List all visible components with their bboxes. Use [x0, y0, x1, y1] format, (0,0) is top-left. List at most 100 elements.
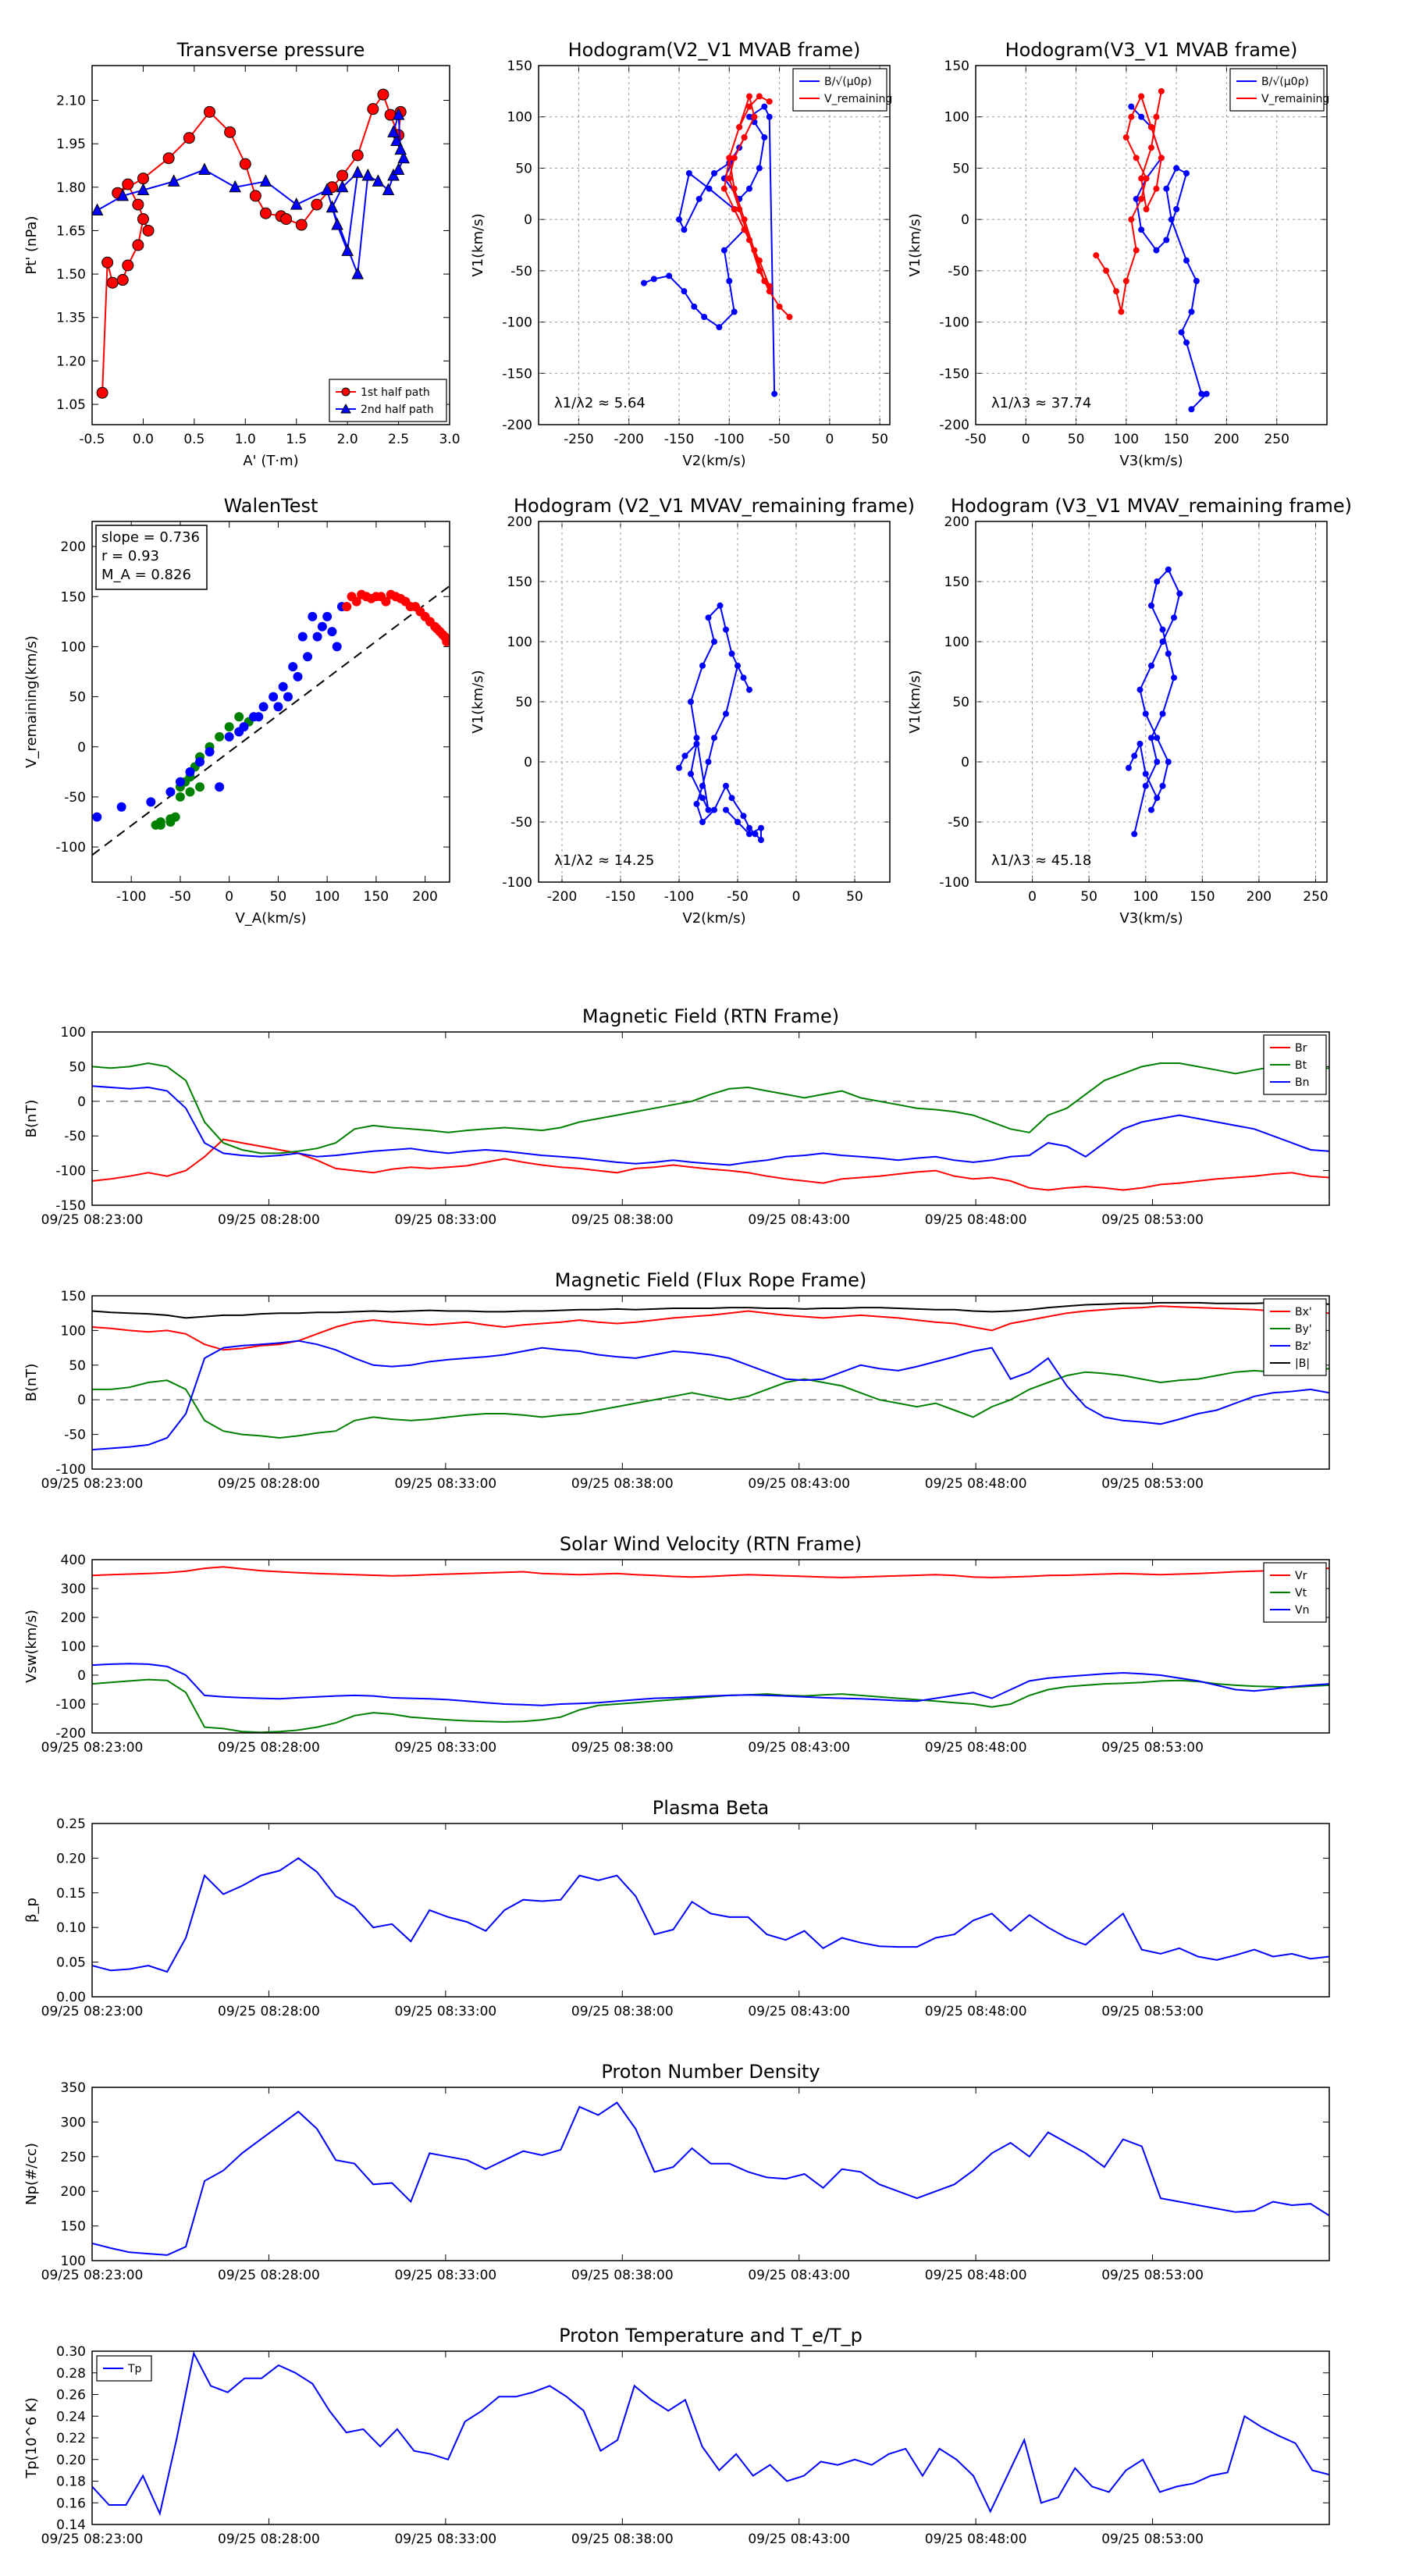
data-point — [726, 278, 733, 284]
data-point — [723, 710, 729, 717]
x-tick-label: 09/25 08:33:00 — [394, 1740, 496, 1756]
x-axis-label: V3(km/s) — [1119, 910, 1183, 927]
data-point — [382, 183, 395, 196]
data-point — [312, 632, 322, 642]
data-point — [1159, 639, 1166, 645]
data-point — [1128, 113, 1135, 120]
legend-label: V_remaining — [1261, 93, 1329, 105]
y-tick-label: 150 — [507, 59, 532, 74]
data-point — [1176, 590, 1183, 597]
chart-title: Proton Number Density — [601, 2061, 820, 2083]
data-point — [1148, 123, 1154, 130]
x-tick-label: -50 — [727, 889, 749, 905]
y-axis-label: V1(km/s) — [907, 213, 923, 276]
y-tick-label: 0.24 — [56, 2409, 86, 2425]
data-point — [322, 611, 333, 621]
legend-label: 2nd half path — [361, 404, 434, 416]
chart-title: Transverse pressure — [176, 39, 365, 61]
data-point — [137, 183, 150, 196]
x-tick-label: 09/25 08:48:00 — [925, 1740, 1027, 1756]
legend-box — [792, 68, 887, 112]
y-axis-label: V1(km/s) — [470, 213, 486, 276]
plot-area — [92, 88, 410, 399]
series-line-1st half path — [101, 92, 402, 393]
data-point — [1188, 406, 1195, 413]
data-point — [766, 283, 773, 290]
x-tick-label: 250 — [1264, 432, 1289, 447]
x-tick-label: 09/25 08:43:00 — [748, 2004, 850, 2019]
legend-label: |B| — [1295, 1357, 1310, 1370]
data-point — [175, 777, 185, 787]
data-point — [1193, 278, 1200, 284]
data-point — [685, 170, 692, 176]
data-point — [351, 149, 364, 162]
hodogram-v2v1-mvav-chart: Hodogram (V2_V1 MVAV_remaining frame) -10… — [470, 495, 915, 927]
data-point — [1118, 308, 1125, 315]
series-line-Tp — [92, 2351, 1329, 2517]
data-point — [1148, 662, 1154, 669]
legend-label: Bt — [1295, 1059, 1307, 1072]
chart-title: Magnetic Field (RTN Frame) — [582, 1005, 839, 1027]
data-point — [351, 266, 365, 279]
data-point — [735, 662, 741, 669]
data-point — [716, 324, 723, 331]
x-tick-label: 09/25 08:43:00 — [748, 1476, 850, 1492]
data-point — [351, 165, 365, 178]
data-point — [342, 602, 352, 612]
y-tick-label: 0.20 — [56, 2453, 86, 2468]
data-point — [165, 787, 176, 797]
legend-label: By' — [1295, 1323, 1312, 1336]
lambda-ratio-annotation: λ1/λ2 ≈ 5.64 — [554, 395, 646, 411]
series-line-B/√(μ0ρ) — [1130, 105, 1209, 410]
data-point — [752, 831, 759, 838]
data-point — [711, 639, 717, 645]
data-point — [766, 288, 773, 295]
legend-label: Br — [1295, 1042, 1307, 1055]
data-point — [688, 699, 694, 705]
y-tick-label: 50 — [69, 1059, 86, 1075]
y-tick-label: 0.30 — [56, 2344, 86, 2360]
legend-label: Vr — [1295, 1570, 1307, 1582]
series-line-beta — [92, 1857, 1329, 1973]
y-tick-label: -50 — [64, 1428, 86, 1443]
data-point — [736, 123, 743, 130]
y-tick-label: 100 — [944, 110, 969, 126]
data-point — [1154, 795, 1161, 802]
x-tick-label: -100 — [664, 889, 695, 905]
data-point — [741, 216, 748, 223]
y-tick-label: 0.25 — [56, 1816, 86, 1832]
x-tick-label: 09/25 08:53:00 — [1101, 1476, 1204, 1492]
legend-label: 1st half path — [361, 386, 430, 399]
data-point — [1138, 226, 1145, 233]
y-tick-label: 250 — [61, 2150, 86, 2165]
data-point — [766, 113, 773, 120]
x-tick-label: 09/25 08:38:00 — [571, 1212, 674, 1228]
x-tick-label: 2.5 — [388, 432, 409, 447]
data-point — [711, 735, 717, 742]
x-tick-label: 09/25 08:43:00 — [748, 2532, 850, 2547]
data-point — [746, 824, 752, 831]
x-tick-label: 50 — [1080, 889, 1097, 905]
plot-frame — [538, 521, 891, 883]
y-tick-label: 100 — [507, 110, 532, 126]
data-point — [1165, 759, 1172, 765]
data-point — [432, 624, 442, 634]
x-tick-label: 150 — [1190, 889, 1215, 905]
x-tick-label: 2.0 — [337, 432, 358, 447]
hodogram-v3v1-mvav-chart: Hodogram (V3_V1 MVAV_remaining frame) -10… — [907, 495, 1352, 927]
data-point — [1148, 144, 1154, 151]
data-point — [1143, 206, 1150, 212]
data-point — [693, 735, 700, 742]
data-point — [1183, 170, 1190, 176]
y-tick-label: 300 — [61, 1582, 86, 1597]
data-point — [786, 314, 793, 320]
data-point — [706, 185, 713, 192]
data-point — [311, 198, 323, 211]
x-tick-label: 09/25 08:53:00 — [1101, 1212, 1204, 1228]
data-point — [1203, 390, 1210, 397]
plot-frame — [538, 65, 891, 425]
y-tick-label: 0.14 — [56, 2517, 86, 2533]
data-point — [751, 247, 758, 254]
data-point — [1165, 566, 1172, 573]
data-point — [693, 740, 700, 747]
